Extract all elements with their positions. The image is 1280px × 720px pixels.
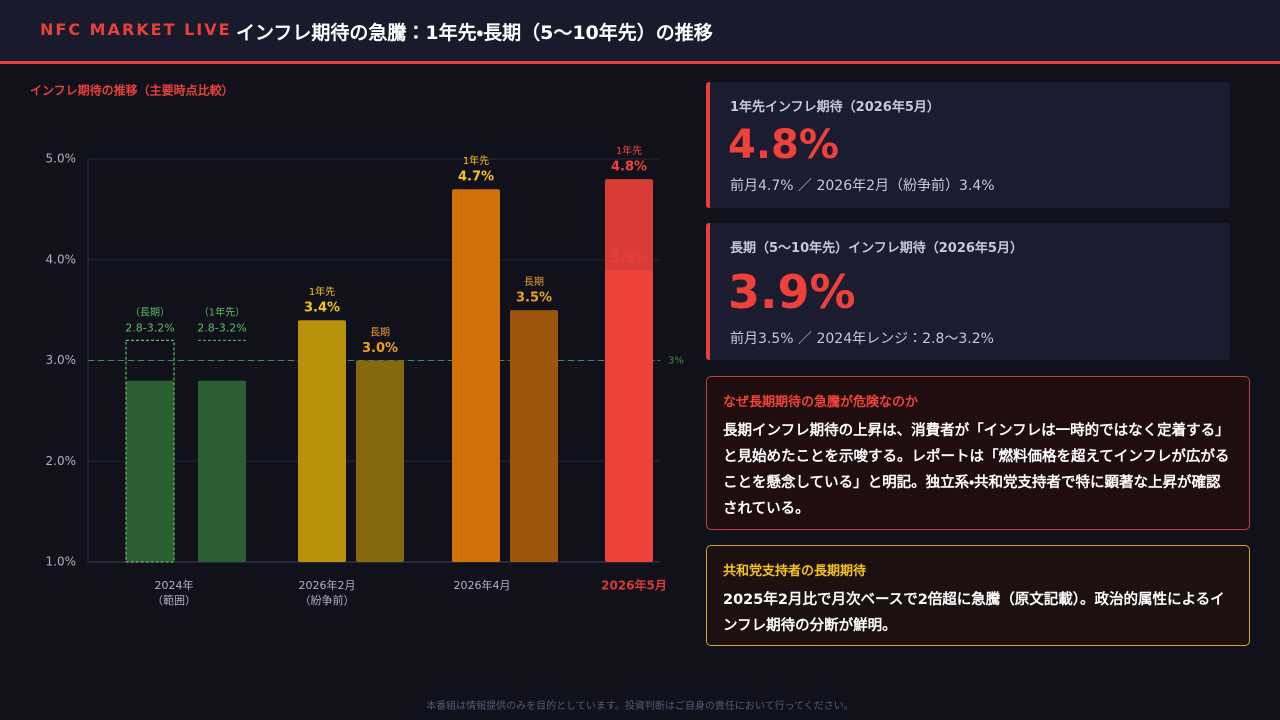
note-title: 共和党支持者の長期期待 (723, 564, 867, 579)
note-body: 長期インフレ期待の上昇は、消費者が「インフレは一時的ではなく定着する」と見始めた… (723, 423, 1230, 517)
header: NFC MARKET LIVE インフレ期待の急騰：1年先・長期（5〜10年先）… (0, 0, 1280, 64)
chart-title: インフレ期待の推移（主要時点比較） (30, 83, 234, 98)
y-tick-label: 1.0% (46, 555, 77, 569)
card-sub: 前月4.7% ／ 2026年2月（紛争前）3.4% (730, 178, 995, 194)
footer: 本番組は情報提供のみを目的としています。投資判断はご自身の責任において行ってくだ… (426, 701, 854, 712)
range-label: 2.8-3.2% (125, 321, 174, 334)
bar (198, 380, 246, 562)
card-label: 1年先インフレ期待（2026年5月） (730, 100, 940, 115)
y-tick-label: 5.0% (46, 152, 77, 166)
series-name: 長期 (370, 327, 390, 339)
data-label: 3.4% (304, 301, 340, 316)
note-title: なぜ長期期待の急騰が危険なのか (723, 395, 919, 410)
series-name: 1年先 (309, 285, 335, 298)
card-sub: 前月3.5% ／ 2024年レンジ：2.8〜3.2% (730, 331, 994, 347)
series-name: 1年先 (616, 144, 642, 157)
x-tick-label: 2024年 (155, 578, 194, 592)
y-tick-label: 3.0% (46, 353, 77, 367)
note: 共和党支持者の長期期待 2025年2月比で月次ベースで2倍超に急騰（原文記載）。… (706, 545, 1250, 646)
x-tick-label: 2026年5月 (601, 578, 667, 593)
note-body: 2025年2月比で月次ベースで2倍超に急騰（原文記載）。政治的属性によるインフレ… (723, 592, 1225, 634)
header-title: インフレ期待の急騰：1年先・長期（5〜10年先）の推移 (236, 22, 713, 44)
series-name: 1年先 (463, 154, 489, 167)
card: 1年先インフレ期待（2026年5月） 4.8% 前月4.7% ／ 2026年2月… (706, 82, 1230, 208)
bar (356, 360, 404, 562)
bar (510, 310, 558, 562)
brand: NFC MARKET LIVE (40, 20, 232, 39)
note: なぜ長期期待の急騰が危険なのか 長期インフレ期待の上昇は、消費者が「インフレは一… (706, 376, 1250, 530)
data-label: 4.7% (458, 170, 494, 185)
x-tick-note: （紛争前） (300, 593, 355, 607)
x-tick-label: 2026年2月 (299, 578, 356, 592)
bar (298, 320, 346, 562)
x-tick-note: （範囲） (152, 593, 196, 607)
y-tick-label: 4.0% (46, 252, 77, 266)
card-value: 4.8% (728, 122, 839, 168)
x-tick-label: 2026年4月 (454, 578, 511, 592)
chart: インフレ期待の推移（主要時点比較） 1.0% 2.0% 3.0% 4.0% 5.0% 3%… (30, 83, 684, 608)
card: 長期（5〜10年先）インフレ期待（2026年5月） 3.9% 前月3.5% ／ … (706, 223, 1230, 360)
reference-label: 3% (668, 356, 684, 367)
y-tick-label: 2.0% (46, 454, 77, 468)
card-label: 長期（5〜10年先）インフレ期待（2026年5月） (730, 241, 1023, 256)
data-label: 3.5% (516, 291, 552, 306)
data-label: 3.9% (610, 250, 649, 266)
range-name: （長期） (130, 306, 170, 318)
range-name: （1年先） (199, 305, 245, 318)
bar (605, 269, 653, 562)
bar (126, 380, 174, 562)
data-label: 3.0% (362, 341, 398, 356)
series-name: 長期 (524, 276, 544, 288)
bar (452, 189, 500, 562)
data-label: 4.8% (611, 160, 647, 175)
range-label: 2.8-3.2% (197, 321, 246, 334)
card-value: 3.9% (728, 265, 856, 319)
